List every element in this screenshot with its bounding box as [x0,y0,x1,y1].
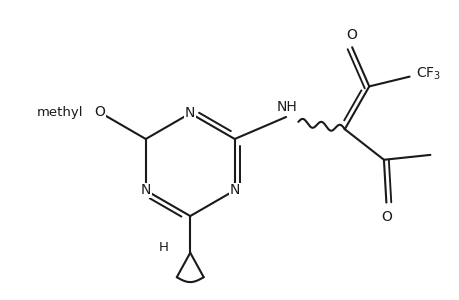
Text: O: O [346,28,357,42]
Text: O: O [94,105,105,119]
Text: O: O [380,210,391,224]
Text: N: N [140,183,151,197]
Text: N: N [229,183,240,197]
Text: N: N [185,106,195,120]
Text: NH: NH [276,100,297,114]
Text: methyl: methyl [37,106,83,118]
Text: H: H [158,241,168,254]
Text: CF$_3$: CF$_3$ [415,66,440,82]
